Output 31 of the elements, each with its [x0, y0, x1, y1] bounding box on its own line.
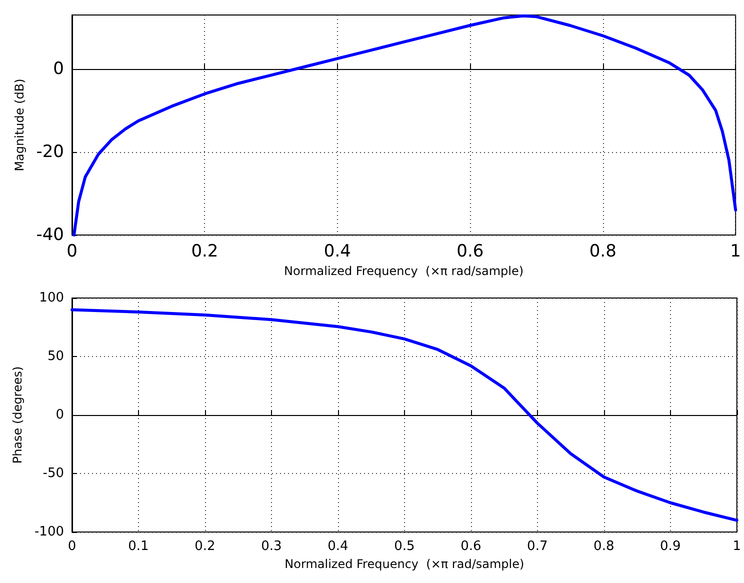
x-tick-label: 0.6 — [460, 539, 482, 554]
x-tick-label: 0.6 — [456, 242, 484, 262]
x-tick-label: 0.1 — [128, 539, 149, 554]
x-tick-label: 0.2 — [194, 539, 216, 554]
y-tick-label: -40 — [36, 225, 64, 245]
x-tick-label: 0.8 — [589, 242, 616, 262]
x-tick-label: 1 — [732, 539, 742, 554]
x-tick-label: 0.7 — [527, 539, 548, 554]
y-tick-label: 0 — [56, 408, 64, 422]
x-tick-label: 1 — [730, 242, 742, 262]
line-series — [70, 308, 738, 522]
line-series — [72, 14, 738, 236]
x-tick-label: 0.8 — [594, 539, 614, 554]
x-tick-label: 0.2 — [191, 242, 218, 262]
x-tick-label: 0 — [68, 539, 76, 554]
y-tick-label: -20 — [36, 142, 64, 162]
x-axis-title: Normalized Frequency (×π rad/sample) — [284, 556, 524, 571]
y-tick-label: 50 — [47, 349, 64, 364]
y-axis-title: Phase (degrees) — [10, 366, 25, 464]
y-tick-label: 100 — [39, 290, 64, 306]
y-tick-label: -100 — [34, 524, 64, 540]
x-tick-label: 0.4 — [328, 539, 348, 554]
x-tick-label: 0.4 — [324, 242, 351, 262]
x-tick-label: 0.5 — [394, 539, 415, 554]
x-tick-label: 0 — [66, 242, 78, 262]
x-tick-label: 0.3 — [261, 539, 282, 554]
x-tick-label: 0.9 — [660, 539, 681, 554]
y-tick-label: -50 — [42, 466, 64, 481]
y-axis-title: Magnitude (dB) — [12, 78, 26, 172]
y-tick-label: 0 — [53, 58, 64, 79]
x-axis-title: Normalized Frequency (×π rad/sample) — [284, 264, 524, 278]
